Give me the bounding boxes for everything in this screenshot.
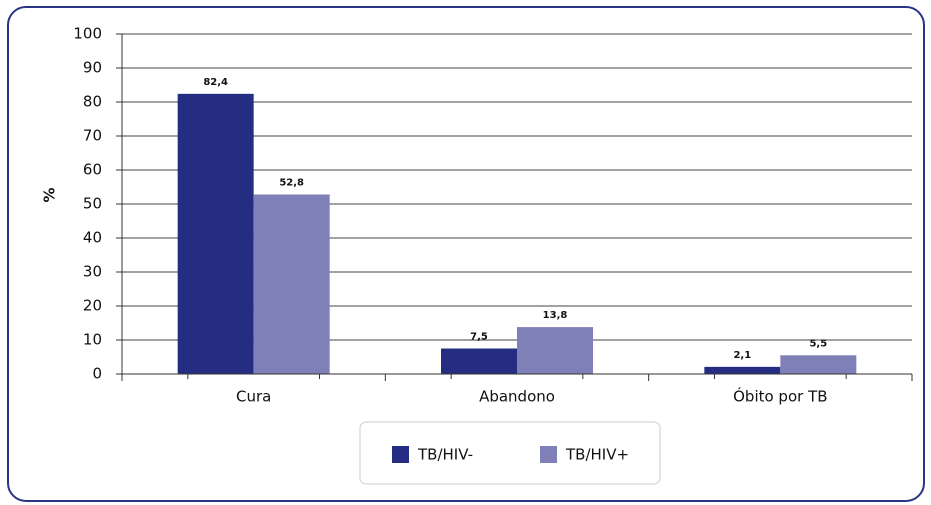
bar [517, 327, 593, 374]
frame [7, 6, 925, 502]
x-tick-label: Óbito por TB [733, 387, 827, 406]
y-tick-label: 50 [83, 195, 102, 213]
value-label: 5,5 [809, 338, 827, 349]
bar [441, 348, 517, 374]
legend-box [359, 421, 661, 485]
y-tick-label: 20 [83, 297, 102, 315]
y-tick-label: 100 [73, 25, 102, 43]
y-tick-label: 30 [83, 263, 102, 281]
value-label: 2,1 [733, 350, 751, 361]
legend-label: TB/HIV- [417, 446, 473, 464]
value-label: 7,5 [470, 332, 488, 343]
value-label: 82,4 [203, 77, 228, 88]
value-label: 52,8 [279, 177, 304, 188]
y-tick-label: 40 [83, 229, 102, 247]
x-tick-label: Abandono [479, 388, 555, 406]
legend-swatch [540, 446, 557, 463]
legend-label: TB/HIV+ [565, 446, 629, 464]
y-axis-label: % [41, 187, 59, 202]
bar [704, 366, 781, 374]
y-tick-label: 60 [83, 161, 102, 179]
y-tick-label: 0 [92, 365, 102, 383]
legend-swatch [392, 446, 409, 463]
bar [177, 93, 254, 374]
value-label: 13,8 [543, 310, 568, 321]
bar [780, 355, 857, 374]
y-tick-label: 80 [83, 93, 102, 111]
y-tick-label: 70 [83, 127, 102, 145]
y-tick-label: 10 [83, 331, 102, 349]
y-tick-label: 90 [83, 59, 102, 77]
bar [253, 194, 330, 374]
x-tick-label: Cura [236, 388, 271, 406]
